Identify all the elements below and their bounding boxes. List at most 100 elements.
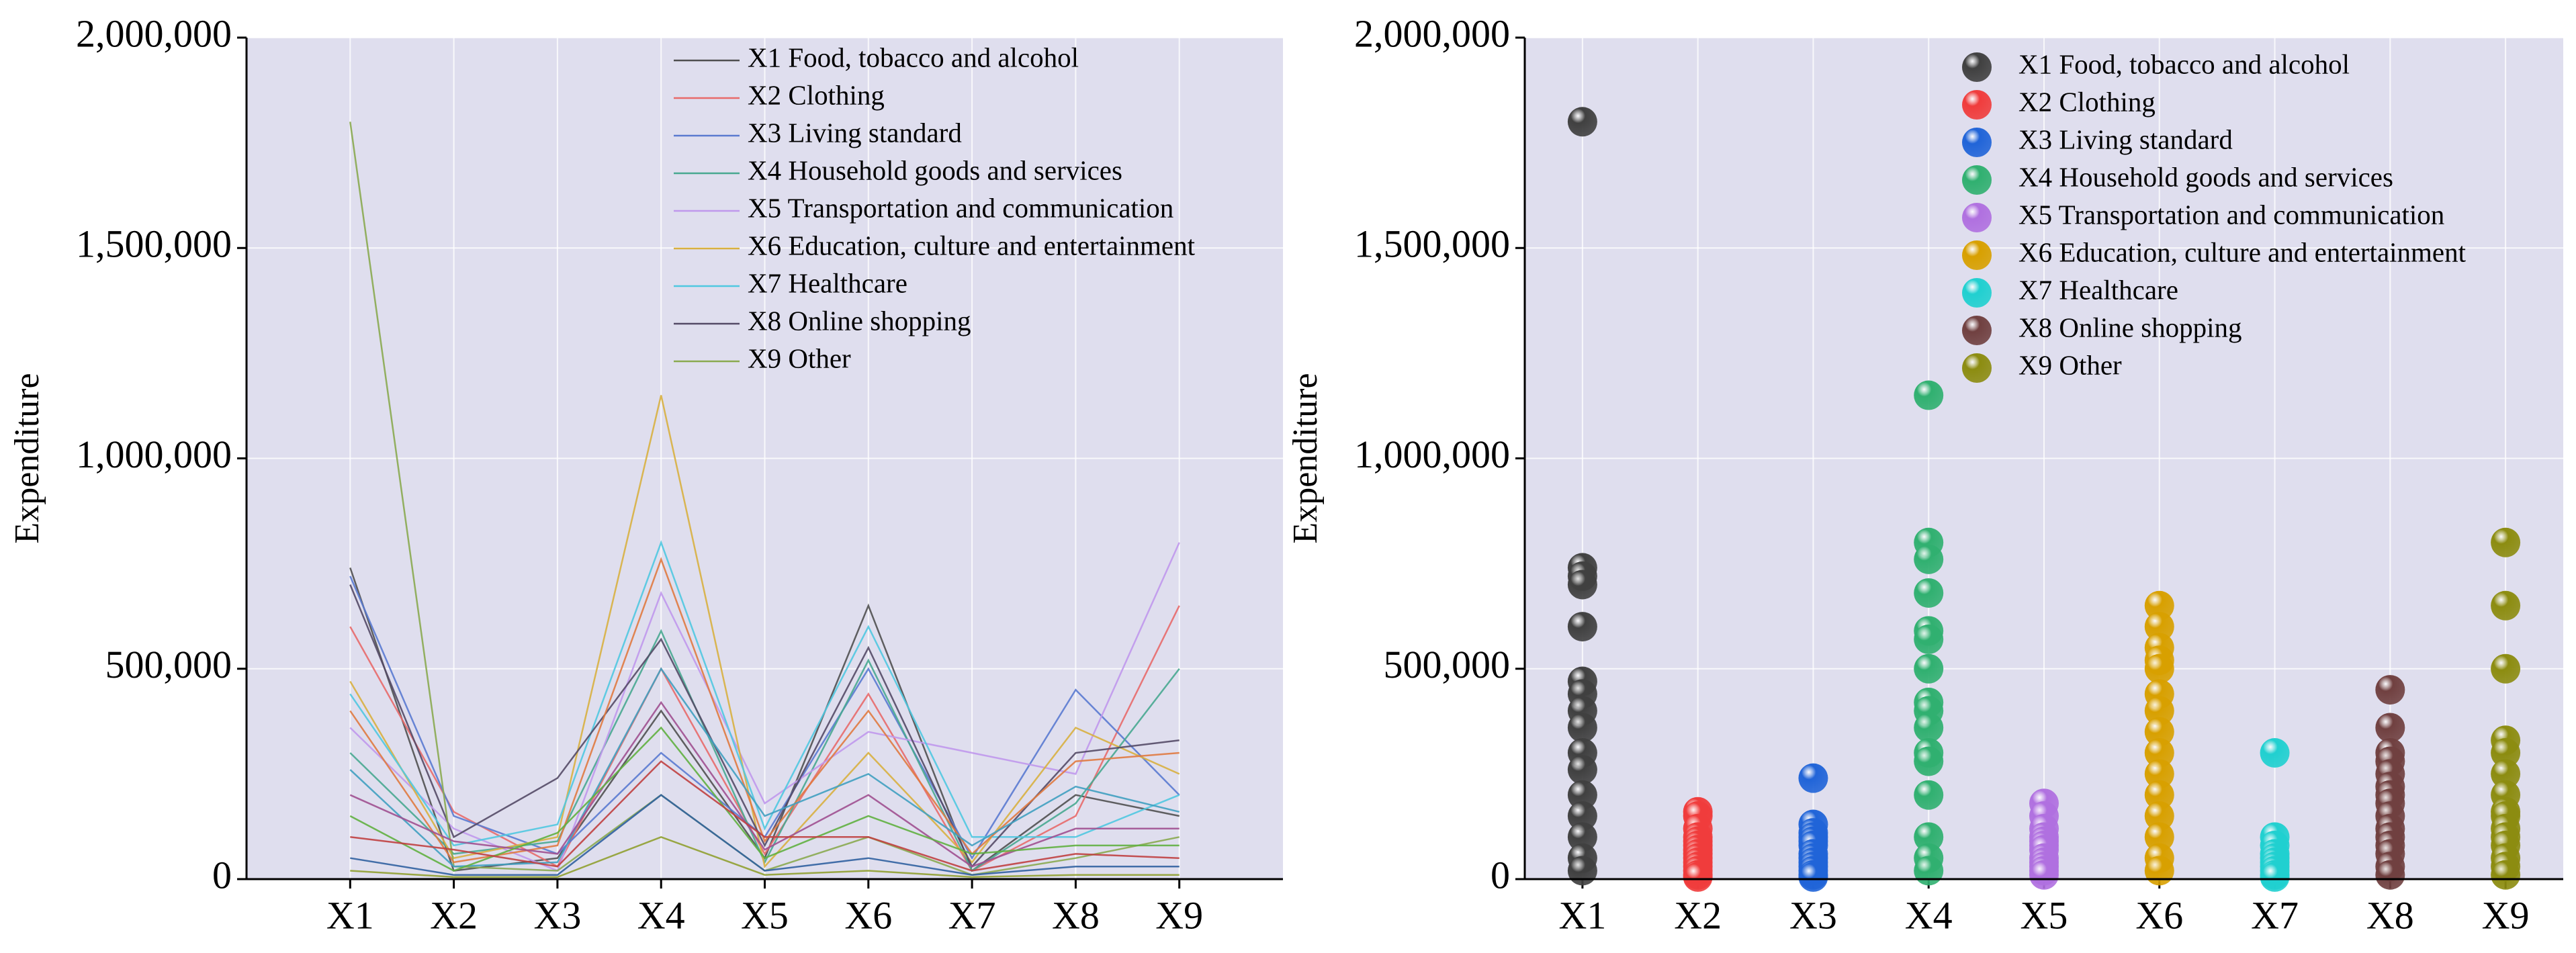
data-point [2144,856,2174,886]
legend-marker [1962,240,1992,270]
data-point [2375,675,2405,705]
x-tick-label: X4 [1905,893,1953,937]
y-tick-label: 0 [212,853,232,897]
data-point [2144,759,2174,789]
y-axis-label: Expenditure [1286,373,1325,543]
x-tick-label: X2 [1674,893,1722,937]
data-point [1567,822,1597,852]
y-tick-label: 1,500,000 [1354,222,1510,266]
data-point [2144,801,2174,831]
data-point [1567,780,1597,810]
y-tick-label: 2,000,000 [76,11,232,55]
legend-marker [1962,203,1992,232]
data-point [2144,717,2174,747]
data-point [2491,860,2521,890]
legend-label: X9 Other [2018,349,2122,380]
data-point [2491,738,2521,768]
x-tick-label: X1 [326,893,374,937]
data-line [349,557,1180,864]
data-point [2029,860,2059,890]
data-point [2144,780,2174,810]
y-tick-label: 2,000,000 [1354,11,1510,55]
data-line [349,605,1180,872]
data-point [1914,746,1944,776]
data-line [349,540,1180,847]
data-point [1567,755,1597,785]
x-tick-label: X4 [637,893,685,937]
data-line [350,835,1180,878]
legend-marker [1962,165,1992,195]
data-point [2491,590,2521,621]
data-line [349,542,1180,872]
legend-label: X6 Education, culture and entertainment [2018,236,2467,267]
legend-label: X8 Online shopping [748,305,971,336]
legend-marker [1962,128,1992,157]
x-tick-label: X6 [2135,893,2183,937]
legend-label: X9 Other [748,343,851,373]
legend-marker [1962,353,1992,383]
data-point [2491,759,2521,789]
data-point [1914,578,1944,608]
legend-marker [1962,316,1992,345]
legend-marker [1962,90,1992,120]
data-line [350,794,1180,876]
x-tick-label: X3 [533,893,581,937]
x-tick-label: X3 [1789,893,1837,937]
data-point [1914,856,1944,886]
x-tick-label: X8 [2366,893,2414,937]
data-point [1914,780,1944,810]
data-line [349,667,1180,868]
legend-label: X2 Clothing [2018,86,2156,117]
legend-label: X5 Transportation and communication [748,192,1173,223]
data-point [1567,612,1597,642]
data-point [1914,624,1944,654]
legend-label: X4 Household goods and services [2018,161,2393,192]
data-line [349,700,1180,868]
data-point [2491,527,2521,557]
legend-label: X7 Healthcare [2018,274,2178,305]
data-point [2375,860,2405,890]
data-point [2144,612,2174,642]
data-point [2144,653,2174,684]
data-point [2375,713,2405,743]
legend-label: X3 Living standard [748,117,962,148]
legend-marker [1962,52,1992,82]
x-tick-label: X7 [948,893,996,937]
data-point [1798,763,1828,793]
data-line [349,395,1180,868]
legend-label: X3 Living standard [2018,124,2233,154]
data-point [1914,544,1944,574]
legend-label: X7 Healthcare [748,267,907,298]
x-tick-label: X9 [1155,893,1203,937]
x-tick-label: X7 [2251,893,2299,937]
y-tick-label: 500,000 [1384,643,1511,686]
data-point [1567,570,1597,600]
y-axis-label: Expenditure [8,373,46,543]
legend-marker [1962,278,1992,308]
legend-label: X4 Household goods and services [748,154,1122,185]
data-point [2260,862,2290,892]
data-point [1567,713,1597,743]
data-line [349,629,1180,872]
x-tick-label: X8 [1052,893,1100,937]
y-tick-label: 1,000,000 [76,433,232,476]
data-line [350,760,1180,872]
data-line [349,726,1180,872]
y-tick-label: 500,000 [105,643,232,686]
data-point [1914,822,1944,852]
data-point [1798,862,1828,892]
x-tick-label: X2 [430,893,478,937]
x-tick-label: X9 [2482,893,2530,937]
y-tick-label: 1,500,000 [76,222,232,266]
x-tick-label: X5 [2020,893,2068,937]
x-tick-label: X1 [1558,893,1606,937]
y-tick-label: 0 [1491,853,1510,897]
data-point [2260,738,2290,768]
data-point [2144,738,2174,768]
data-line [349,584,1180,868]
data-point [1567,801,1597,831]
legend-label: X6 Education, culture and entertainment [748,230,1196,261]
legend-label: X2 Clothing [748,79,885,110]
data-point [1914,713,1944,743]
